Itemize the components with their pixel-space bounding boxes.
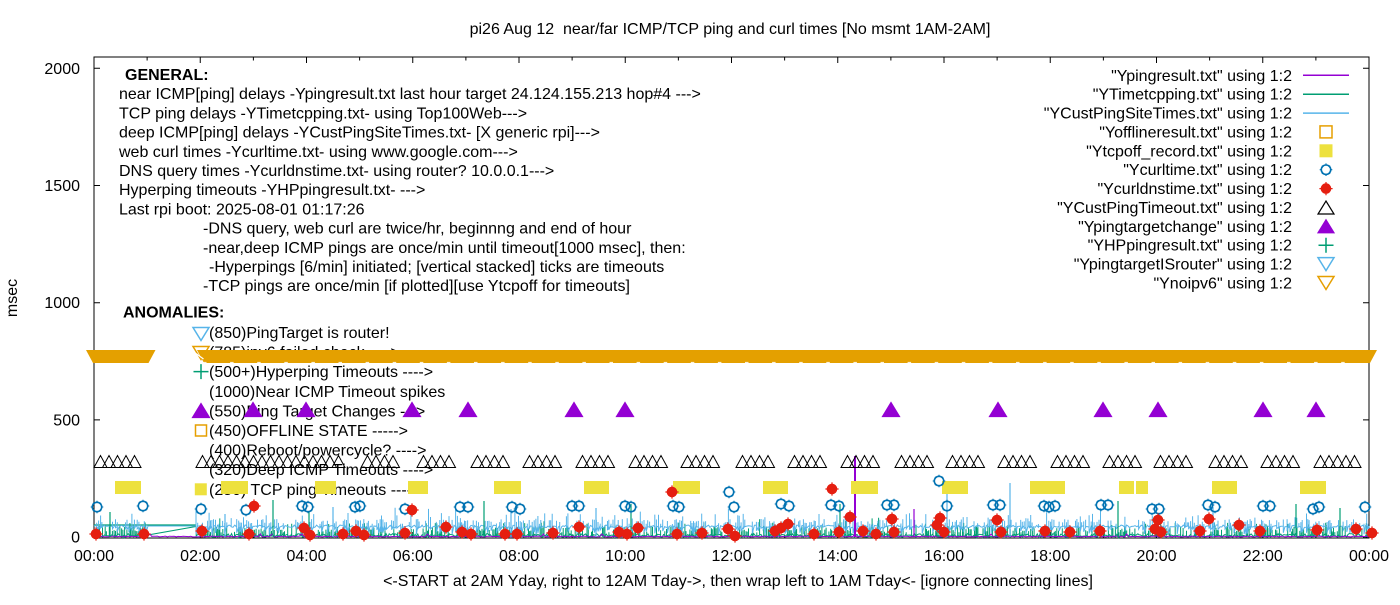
svg-text:18:00: 18:00 — [1030, 548, 1070, 565]
svg-text:-DNS query, web curl are twice: -DNS query, web curl are twice/hr, begin… — [203, 221, 632, 238]
svg-text:ANOMALIES:: ANOMALIES: — [123, 305, 224, 322]
svg-text:deep ICMP[ping] delays -YCustP: deep ICMP[ping] delays -YCustPingSiteTim… — [119, 125, 600, 142]
svg-text:DNS query times -Ycurldnstime.: DNS query times -Ycurldnstime.txt- using… — [119, 163, 554, 180]
svg-text:02:00: 02:00 — [180, 548, 220, 565]
svg-text:-Hyperpings [6/min] initiated;: -Hyperpings [6/min] initiated; [vertical… — [209, 259, 664, 276]
svg-text:"Ypingresult.txt" using 1:2: "Ypingresult.txt" using 1:2 — [1111, 68, 1292, 85]
svg-text:500: 500 — [53, 412, 80, 429]
svg-text:"Ypingtargetchange" using 1:2: "Ypingtargetchange" using 1:2 — [1078, 219, 1292, 236]
svg-text:near ICMP[ping] delays -Ypingr: near ICMP[ping] delays -Ypingresult.txt … — [119, 86, 701, 103]
svg-text:"Ycurltime.txt" using 1:2: "Ycurltime.txt" using 1:2 — [1123, 162, 1292, 179]
svg-text:12:00: 12:00 — [711, 548, 751, 565]
svg-text:web curl times -Ycurltime.txt-: web curl times -Ycurltime.txt- using www… — [118, 144, 518, 161]
svg-text:2000: 2000 — [44, 61, 80, 78]
svg-text:"YHPpingresult.txt" using 1:2: "YHPpingresult.txt" using 1:2 — [1088, 238, 1292, 255]
svg-text:"YTimetcpping.txt" using 1:2: "YTimetcpping.txt" using 1:2 — [1093, 87, 1292, 104]
svg-text:22:00: 22:00 — [1243, 548, 1283, 565]
svg-text:08:00: 08:00 — [499, 548, 539, 565]
svg-text:1000: 1000 — [44, 295, 80, 312]
svg-text:"YCustPingSiteTimes.txt" using: "YCustPingSiteTimes.txt" using 1:2 — [1044, 106, 1292, 123]
svg-text:Last rpi boot: 2025-08-01 01:1: Last rpi boot: 2025-08-01 01:17:26 — [119, 201, 365, 218]
svg-text:"Ycurldnstime.txt" using 1:2: "Ycurldnstime.txt" using 1:2 — [1097, 181, 1292, 198]
svg-text:00:00: 00:00 — [74, 548, 114, 565]
svg-text:20:00: 20:00 — [1136, 548, 1176, 565]
svg-text:Hyperping timeouts -YHPpingres: Hyperping timeouts -YHPpingresult.txt- -… — [119, 182, 425, 199]
svg-text:04:00: 04:00 — [286, 548, 326, 565]
svg-text:06:00: 06:00 — [393, 548, 433, 565]
svg-text:(500+)Hyperping Timeouts ---->: (500+)Hyperping Timeouts ----> — [209, 364, 433, 381]
svg-text:(850)PingTarget is router!: (850)PingTarget is router! — [209, 325, 390, 342]
svg-text:<-START at 2AM Yday, right to: <-START at 2AM Yday, right to 12AM Tday-… — [383, 573, 1093, 590]
svg-text:(550)Ping Target Changes --->: (550)Ping Target Changes ---> — [209, 403, 425, 420]
svg-text:(320)Deep ICMP Timeouts ---->: (320)Deep ICMP Timeouts ----> — [209, 462, 433, 479]
svg-text:(450)OFFLINE STATE ----->: (450)OFFLINE STATE -----> — [209, 423, 408, 440]
svg-text:pi26 Aug 12 near/far ICMP/TCP: pi26 Aug 12 near/far ICMP/TCP ping and c… — [470, 21, 991, 38]
svg-text:TCP ping delays -YTimetcpping.: TCP ping delays -YTimetcpping.txt- using… — [119, 105, 527, 122]
svg-text:msec: msec — [4, 279, 21, 317]
svg-text:"YCustPingTimeout.txt" using 1: "YCustPingTimeout.txt" using 1:2 — [1057, 200, 1292, 217]
svg-text:"Ynoipv6" using 1:2: "Ynoipv6" using 1:2 — [1153, 276, 1292, 293]
svg-text:-TCP pings are once/min [if pl: -TCP pings are once/min [if plotted][use… — [203, 278, 630, 295]
svg-text:0: 0 — [71, 530, 80, 547]
svg-text:"Ytcpoff_record.txt" using 1:2: "Ytcpoff_record.txt" using 1:2 — [1086, 143, 1292, 160]
svg-text:-near,deep ICMP pings are once: -near,deep ICMP pings are once/min until… — [203, 240, 686, 257]
svg-text:GENERAL:: GENERAL: — [125, 67, 209, 84]
svg-text:"Yofflineresult.txt" using 1:2: "Yofflineresult.txt" using 1:2 — [1099, 124, 1292, 141]
svg-text:14:00: 14:00 — [818, 548, 858, 565]
svg-text:1500: 1500 — [44, 178, 80, 195]
svg-text:(400)Reboot/powercycle? ---->: (400)Reboot/powercycle? ----> — [209, 443, 426, 460]
svg-text:16:00: 16:00 — [924, 548, 964, 565]
svg-text:00:00: 00:00 — [1349, 548, 1389, 565]
svg-text:10:00: 10:00 — [605, 548, 645, 565]
svg-text:"YpingtargetISrouter" using 1:: "YpingtargetISrouter" using 1:2 — [1074, 257, 1292, 274]
svg-text:(1000)Near ICMP Timeout spikes: (1000)Near ICMP Timeout spikes — [209, 384, 445, 401]
